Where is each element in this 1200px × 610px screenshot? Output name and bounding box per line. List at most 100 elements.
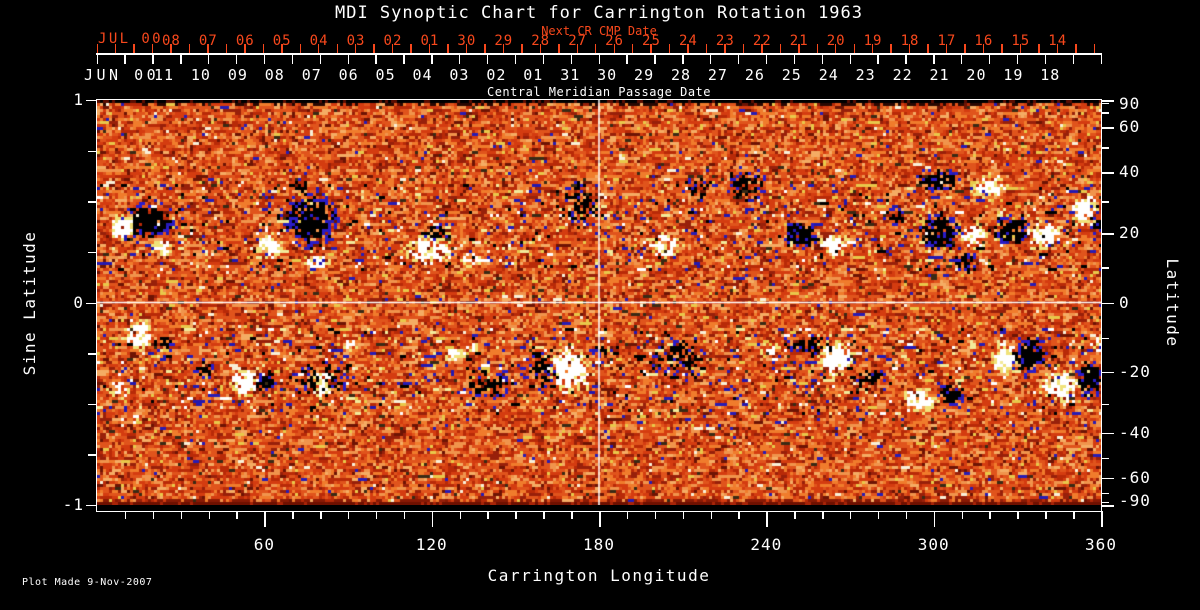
cmp-day-label: 10 xyxy=(190,66,211,84)
next-cr-tick xyxy=(318,44,320,53)
cmp-day-label: 04 xyxy=(412,66,433,84)
next-cr-day-label: 16 xyxy=(974,33,994,49)
next-cr-tick xyxy=(1056,44,1059,53)
latitude-tick-label: 0 xyxy=(1119,292,1130,312)
next-cr-tick xyxy=(391,44,394,53)
next-cr-tick xyxy=(761,44,763,53)
latitude-tick xyxy=(1101,103,1109,105)
sine-latitude-tick-label: 0 xyxy=(73,292,84,312)
cmp-tick xyxy=(291,55,294,64)
next-cr-tick xyxy=(1001,44,1003,53)
cmp-tick xyxy=(598,55,600,64)
longitude-tick xyxy=(543,511,545,519)
cmp-day-label: 07 xyxy=(301,66,322,84)
cmp-day-label: 11 xyxy=(153,66,175,84)
cmp-day-label: 01 xyxy=(523,66,544,84)
next-cr-day-label: 21 xyxy=(789,33,809,49)
latitude-tick-label: 40 xyxy=(1119,162,1141,182)
latitude-tick-major xyxy=(1101,432,1114,435)
cmp-day-label: 31 xyxy=(560,66,581,84)
cmp-day-label: 21 xyxy=(929,66,950,84)
next-cr-tick xyxy=(373,44,375,53)
next-cr-tick xyxy=(742,44,745,53)
longitude-tick xyxy=(487,511,489,519)
cmp-tick xyxy=(737,55,740,64)
longitude-tick xyxy=(626,511,629,519)
next-cr-tick xyxy=(816,44,819,53)
latitude-tick-label: 60 xyxy=(1119,117,1141,137)
next-cr-tick xyxy=(336,44,338,53)
cmp-tick xyxy=(905,55,907,64)
next-cr-day-label: 19 xyxy=(863,33,883,49)
longitude-tick xyxy=(850,511,852,519)
next-cr-tick xyxy=(355,44,357,53)
next-cr-tick xyxy=(853,44,855,53)
cmp-tick xyxy=(263,55,266,64)
next-cr-tick xyxy=(908,44,911,53)
longitude-tick xyxy=(459,511,461,519)
next-cr-day-label: 29 xyxy=(494,33,514,49)
longitude-tick xyxy=(208,511,210,519)
next-cr-tick xyxy=(872,44,874,53)
cmp-tick xyxy=(1016,55,1019,64)
cmp-day-label: 03 xyxy=(449,66,470,84)
latitude-tick xyxy=(1101,337,1109,340)
next-cr-tick xyxy=(484,44,486,53)
next-cr-day-label: 24 xyxy=(678,33,698,49)
next-cr-day-label: 22 xyxy=(752,33,772,49)
next-cr-era-label: JUL 00 xyxy=(98,31,163,47)
cmp-tick xyxy=(124,55,126,64)
longitude-tick xyxy=(905,511,908,519)
next-cr-day-label: 20 xyxy=(826,33,846,49)
longitude-tick xyxy=(515,511,517,519)
cmp-tick xyxy=(570,55,572,64)
sine-latitude-tick xyxy=(88,454,96,456)
next-cr-tick xyxy=(281,44,283,53)
next-cr-tick xyxy=(114,44,117,53)
cmp-tick xyxy=(1072,55,1074,64)
next-cr-day-label: 26 xyxy=(605,33,624,49)
longitude-tick xyxy=(1017,511,1019,519)
cmp-tick xyxy=(961,55,963,64)
cmp-tick xyxy=(988,55,991,64)
longitude-tick-label: 300 xyxy=(917,535,950,554)
next-cr-tick xyxy=(668,44,671,53)
next-cr-tick xyxy=(502,44,505,53)
cmp-tick xyxy=(765,55,768,64)
next-cr-tick xyxy=(595,44,597,53)
next-cr-day-label: 07 xyxy=(198,33,218,49)
next-cr-tick xyxy=(779,44,782,53)
longitude-tick xyxy=(292,511,294,519)
next-cr-tick xyxy=(1075,44,1077,53)
next-cr-day-label: 25 xyxy=(642,33,661,49)
cmp-tick xyxy=(933,55,935,64)
cmp-day-label: 26 xyxy=(744,66,765,84)
next-cr-tick xyxy=(798,44,800,53)
next-cr-tick xyxy=(410,44,412,53)
chart-title: MDI Synoptic Chart for Carrington Rotati… xyxy=(334,3,864,23)
next-cr-tick xyxy=(724,44,726,53)
longitude-tick xyxy=(403,511,406,519)
longitude-tick-label: 360 xyxy=(1085,535,1117,554)
cmp-day-label: 19 xyxy=(1003,66,1024,84)
next-cr-tick xyxy=(447,44,449,53)
next-cr-tick xyxy=(244,44,246,53)
latitude-tick-major xyxy=(1101,233,1114,235)
cmp-tick xyxy=(821,55,823,64)
longitude-tick xyxy=(794,511,796,519)
cmp-tick xyxy=(96,55,98,64)
cmp-day-label: 24 xyxy=(818,66,839,84)
sine-latitude-tick xyxy=(88,201,96,203)
left-axis-title: Sine Latitude xyxy=(20,230,39,376)
longitude-tick xyxy=(320,511,322,519)
plot-made-label: Plot Made 9-Nov-2007 xyxy=(22,577,153,588)
next-cr-tick xyxy=(687,44,689,53)
magnetogram-image xyxy=(97,100,1101,505)
latitude-tick-label: -60 xyxy=(1119,467,1151,487)
next-cr-tick xyxy=(890,44,892,53)
cmp-tick xyxy=(1044,55,1047,64)
sine-latitude-tick xyxy=(86,100,96,102)
next-cr-tick xyxy=(96,44,98,53)
cmp-tick xyxy=(626,55,628,64)
next-cr-tick xyxy=(151,44,154,53)
